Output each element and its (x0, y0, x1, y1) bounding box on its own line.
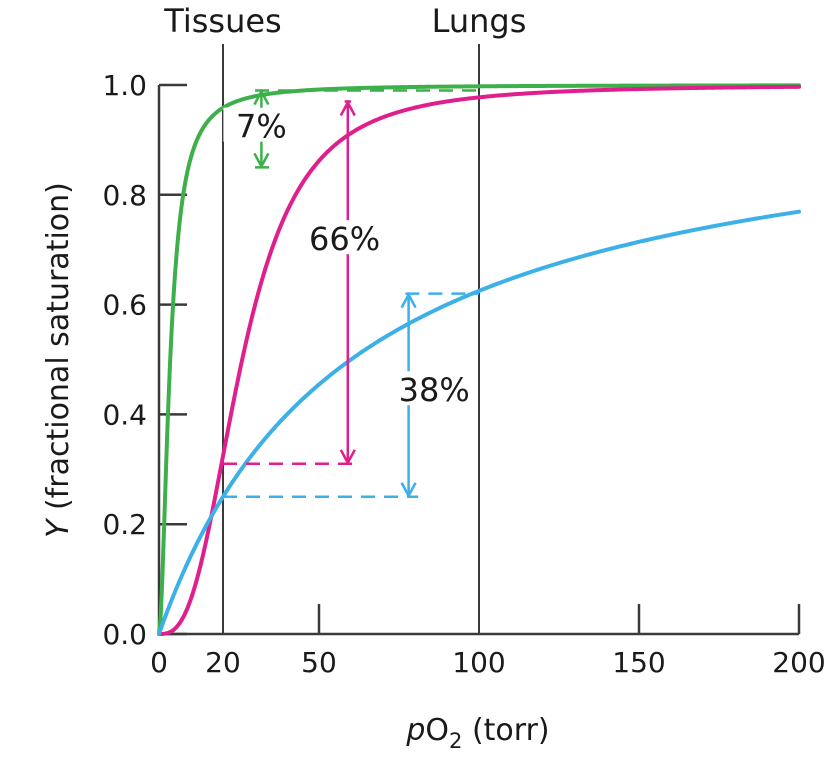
arrow-head-up (400, 291, 417, 309)
series-line (157, 209, 801, 636)
x-tick-label: 100 (452, 646, 505, 679)
x-tick-label: 0 (150, 646, 168, 679)
annotations: 7% 66% 38% (223, 88, 479, 499)
reference-line-label: Lungs (432, 2, 527, 40)
series-line (157, 84, 801, 636)
y-tick-label: 0.6 (102, 289, 147, 322)
percentage-label: 7% (236, 108, 287, 146)
y-tick-label: 0.2 (102, 508, 147, 541)
y-tick-label: 0.8 (102, 179, 147, 212)
y-tick-label: 1.0 (102, 69, 147, 102)
x-tick-label: 20 (205, 646, 241, 679)
y-axis-label: Y (fractional saturation) (41, 182, 76, 538)
reference-line-label: Tissues (163, 2, 281, 40)
y-tick-label: 0.0 (102, 618, 147, 651)
arrow-head-down (253, 152, 270, 169)
curves (157, 83, 801, 636)
x-tick-label: 200 (772, 646, 825, 679)
tick-labels: 0.0 0.2 0.4 0.6 0.8 1.0 0 20 50 100 150 200 Tissues L… (102, 2, 825, 679)
arrow-head-up (339, 99, 356, 117)
series-line (157, 83, 801, 636)
label-background (396, 371, 473, 406)
arrow-head-down (339, 449, 356, 466)
label-background (306, 220, 383, 255)
percentage-label: 66% (309, 220, 380, 258)
arrow-head-down (400, 482, 417, 499)
x-tick-label: 150 (612, 646, 665, 679)
y-tick-label: 0.4 (102, 398, 147, 431)
arrow-head-up (253, 88, 270, 106)
reference-lines (222, 44, 480, 634)
x-tick-label: 50 (301, 646, 337, 679)
label-background (223, 107, 300, 142)
percentage-label: 38% (399, 371, 470, 409)
x-axis-label: pO2 (torr) (405, 713, 549, 753)
